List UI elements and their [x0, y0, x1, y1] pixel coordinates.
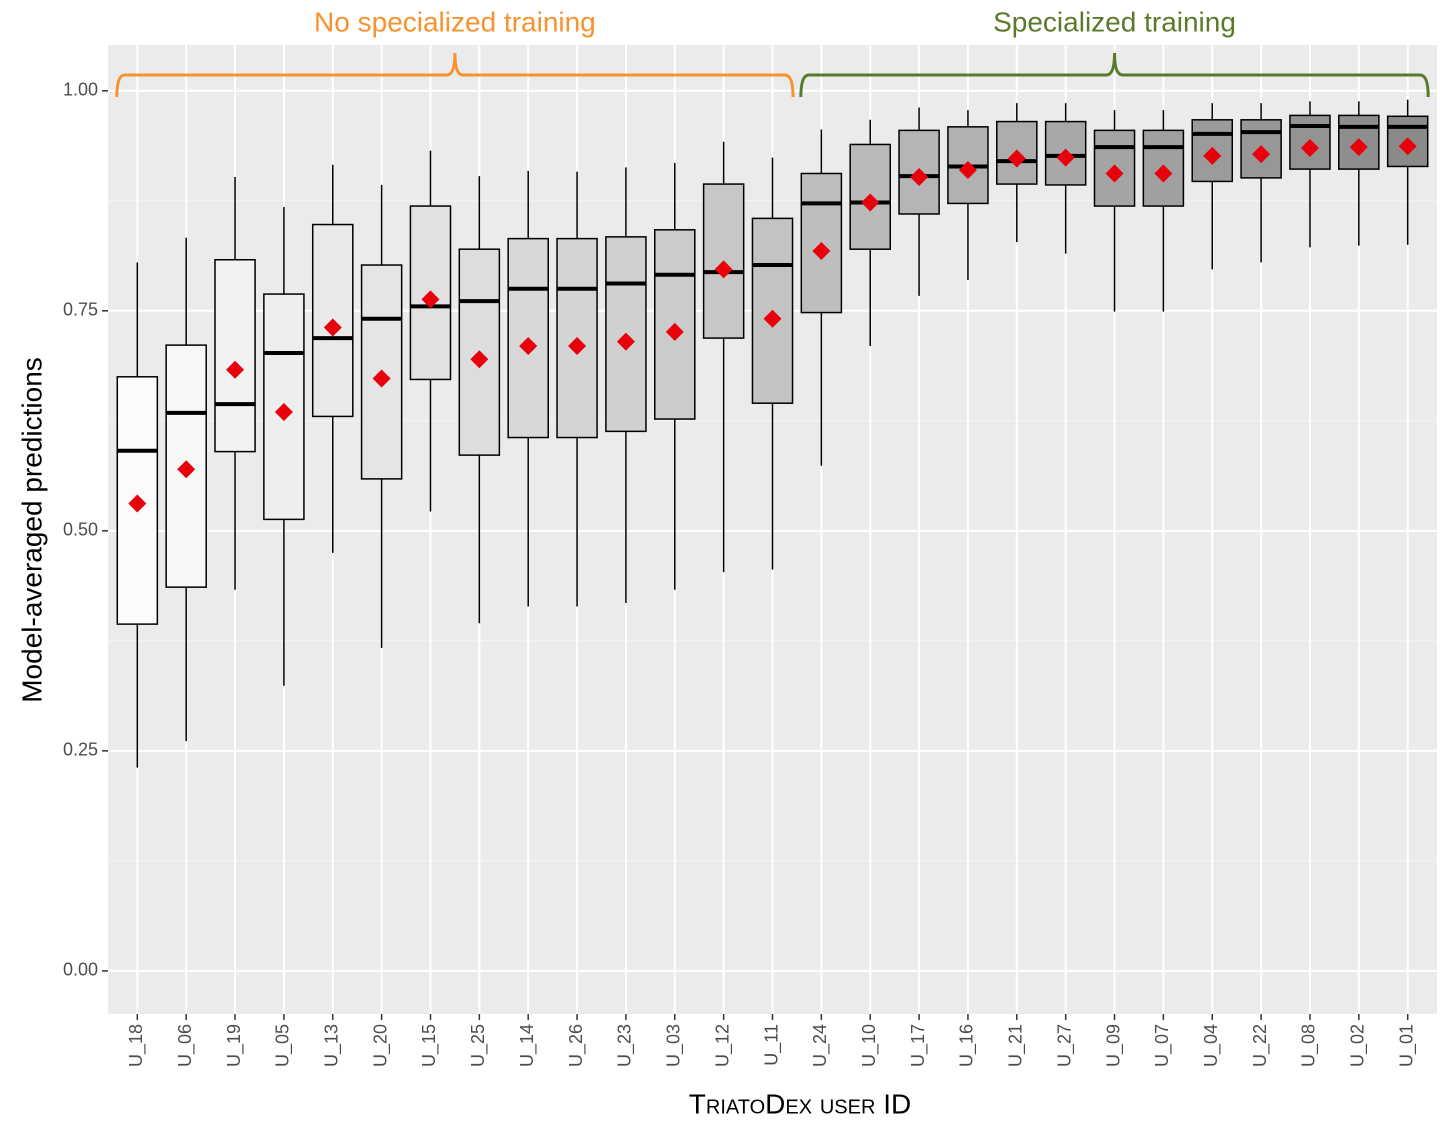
x-tick-label: U_02 [1348, 1024, 1369, 1067]
x-tick-label: U_25 [468, 1024, 489, 1067]
x-tick-label: U_21 [1006, 1024, 1027, 1067]
mean-marker [177, 460, 196, 479]
y-tick-label: 0.00 [63, 960, 98, 980]
x-tick-label: U_20 [370, 1024, 391, 1067]
x-tick-label: U_07 [1152, 1024, 1173, 1067]
x-tick-label: U_27 [1054, 1024, 1075, 1067]
box [653, 229, 696, 420]
y-axis-title: Model-averaged predictions [16, 357, 47, 703]
mean-marker [1300, 138, 1319, 157]
mean-marker [519, 336, 538, 355]
x-tick-label: U_04 [1201, 1024, 1222, 1067]
group-bracket [115, 52, 795, 98]
x-tick-label: U_17 [908, 1024, 929, 1067]
x-tick-label: U_01 [1396, 1024, 1417, 1067]
mean-marker [421, 290, 440, 309]
x-tick-label: U_09 [1103, 1024, 1124, 1067]
mean-marker [274, 403, 293, 422]
x-tick-label: U_18 [126, 1024, 147, 1067]
mean-marker [128, 494, 147, 513]
x-tick-label: U_16 [957, 1024, 978, 1067]
x-tick-label: U_12 [712, 1024, 733, 1067]
x-tick-label: U_10 [859, 1024, 880, 1067]
x-tick-label: U_19 [224, 1024, 245, 1067]
box [458, 248, 501, 456]
x-tick-label: U_03 [664, 1024, 685, 1067]
mean-marker [714, 260, 733, 279]
x-tick-label: U_08 [1299, 1024, 1320, 1067]
x-tick-label: U_23 [615, 1024, 636, 1067]
mean-marker [1203, 146, 1222, 165]
mean-marker [1056, 148, 1075, 167]
x-tick-label: U_15 [419, 1024, 440, 1067]
mean-marker [323, 318, 342, 337]
x-tick-label: U_24 [810, 1024, 831, 1067]
y-tick-label: 0.25 [63, 740, 98, 760]
y-tick-label: 0.50 [63, 520, 98, 540]
mean-marker [616, 332, 635, 351]
mean-marker [470, 350, 489, 369]
mean-marker [861, 193, 880, 212]
mean-marker [568, 336, 587, 355]
mean-marker [958, 160, 977, 179]
x-tick-label: U_22 [1250, 1024, 1271, 1067]
box [214, 258, 256, 453]
mean-marker [226, 360, 245, 379]
x-tick-label: U_06 [175, 1024, 196, 1067]
x-tick-label: U_26 [566, 1024, 587, 1067]
mean-marker [1105, 164, 1124, 183]
mean-marker [665, 322, 684, 341]
mean-marker [1252, 145, 1271, 164]
x-tick-label: U_05 [273, 1024, 294, 1067]
mean-marker [1154, 164, 1173, 183]
mean-marker [763, 309, 782, 328]
x-tick-label: U_11 [761, 1024, 782, 1066]
x-axis-title: TriatoDex user ID [689, 1088, 911, 1119]
y-tick-label: 1.00 [63, 80, 98, 100]
group-bracket [799, 52, 1430, 98]
mean-marker [812, 241, 831, 260]
group-label: Specialized training [993, 6, 1236, 37]
mean-marker [910, 168, 929, 187]
mean-marker [372, 369, 391, 388]
x-tick-label: U_14 [517, 1024, 538, 1067]
group-label: No specialized training [314, 6, 596, 37]
x-tick-label: U_13 [322, 1024, 343, 1067]
mean-marker [1398, 137, 1417, 156]
mean-marker [1349, 138, 1368, 157]
mean-marker [1007, 149, 1026, 168]
y-tick-label: 0.75 [63, 300, 98, 320]
